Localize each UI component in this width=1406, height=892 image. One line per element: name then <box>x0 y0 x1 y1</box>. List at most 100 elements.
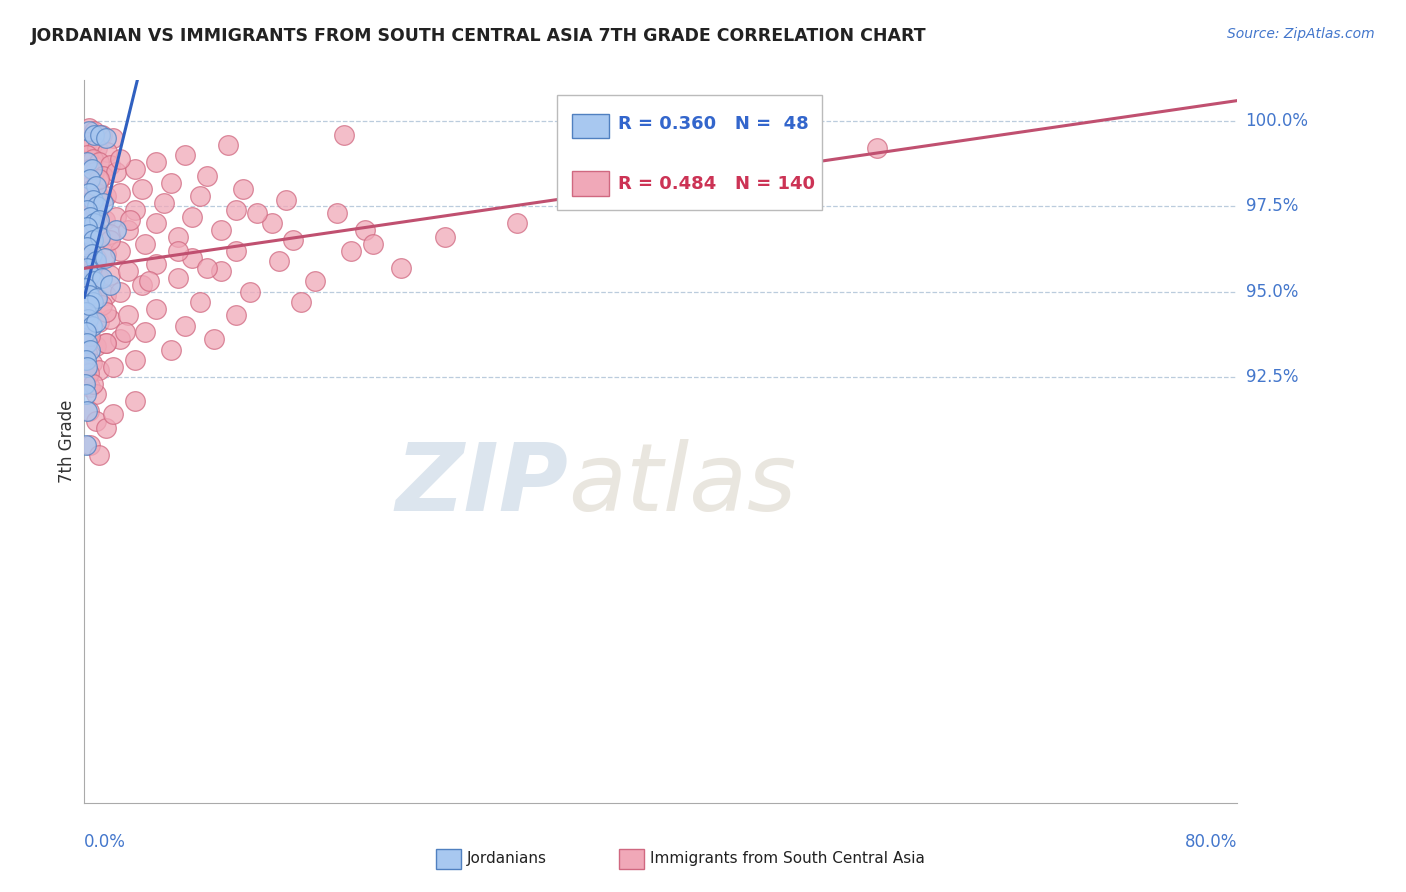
Text: R = 0.360   N =  48: R = 0.360 N = 48 <box>619 115 808 133</box>
Point <box>80 264 103 278</box>
Text: 95.0%: 95.0% <box>1246 283 1298 301</box>
Point <box>209 223 232 237</box>
Point <box>79 332 101 346</box>
Point <box>91 196 114 211</box>
Text: 92.5%: 92.5% <box>1246 368 1298 385</box>
Point <box>77 161 100 176</box>
Text: atlas: atlas <box>568 440 797 531</box>
Point <box>152 196 174 211</box>
Point <box>80 247 103 261</box>
Point <box>98 227 121 241</box>
Point <box>79 244 101 258</box>
Text: Source: ZipAtlas.com: Source: ZipAtlas.com <box>1227 27 1375 41</box>
Point <box>160 343 183 357</box>
Point <box>195 260 218 275</box>
Point <box>76 216 98 230</box>
Point <box>188 189 211 203</box>
Point <box>82 294 104 309</box>
Point <box>82 152 104 166</box>
Point <box>110 244 132 258</box>
Point <box>76 359 98 374</box>
Point <box>87 213 110 227</box>
Point <box>124 352 146 367</box>
Point <box>145 301 167 316</box>
Point <box>79 202 101 217</box>
Point <box>82 193 104 207</box>
Point <box>93 213 115 227</box>
Point <box>75 281 97 295</box>
Point <box>83 216 105 230</box>
Point <box>98 234 121 248</box>
Text: Jordanians: Jordanians <box>467 851 547 865</box>
Point <box>76 236 98 251</box>
Point <box>103 407 124 421</box>
Point <box>94 335 117 350</box>
Point <box>77 311 100 326</box>
Point <box>209 264 232 278</box>
Point <box>90 271 112 285</box>
Point <box>90 128 112 142</box>
Point <box>131 182 153 196</box>
Point <box>82 376 104 391</box>
Point <box>86 199 108 213</box>
Point <box>84 315 107 329</box>
Bar <box>572 113 609 138</box>
Point <box>79 210 101 224</box>
Point <box>110 152 132 166</box>
Point <box>276 193 298 207</box>
Point <box>83 165 105 179</box>
Point <box>84 339 107 353</box>
Point <box>87 172 110 186</box>
Point <box>117 309 139 323</box>
Point <box>80 292 103 306</box>
Point <box>866 141 889 155</box>
Point <box>167 230 190 244</box>
Point <box>98 159 121 173</box>
Point <box>225 202 247 217</box>
Point <box>181 210 204 224</box>
Point <box>267 253 290 268</box>
Point <box>120 213 142 227</box>
Point <box>167 271 190 285</box>
Point <box>105 165 128 179</box>
Point <box>94 305 117 319</box>
Point <box>138 274 160 288</box>
Point <box>80 223 103 237</box>
Point <box>181 251 204 265</box>
Point <box>87 363 110 377</box>
Point <box>80 161 103 176</box>
Point <box>160 176 183 190</box>
Point <box>79 329 101 343</box>
Point <box>76 404 98 418</box>
Point <box>506 216 529 230</box>
Point <box>93 251 115 265</box>
Point <box>80 182 103 196</box>
Point <box>84 387 107 401</box>
Point <box>105 223 128 237</box>
Point <box>167 244 190 258</box>
Point <box>98 268 121 282</box>
Point <box>89 230 111 244</box>
Point <box>79 268 101 282</box>
Point <box>103 131 124 145</box>
Point <box>195 169 218 183</box>
Point <box>76 135 98 149</box>
Point <box>134 326 156 340</box>
Point <box>94 288 117 302</box>
Text: 97.5%: 97.5% <box>1246 197 1298 215</box>
FancyBboxPatch shape <box>557 95 823 211</box>
Point <box>79 438 101 452</box>
Point <box>246 206 269 220</box>
Text: Immigrants from South Central Asia: Immigrants from South Central Asia <box>650 851 925 865</box>
Point <box>124 393 146 408</box>
Point <box>87 448 110 462</box>
Point <box>174 148 197 162</box>
Point <box>75 387 97 401</box>
Point <box>76 176 98 190</box>
Point <box>83 274 105 288</box>
Point <box>86 292 108 306</box>
Point <box>76 260 98 275</box>
Point <box>76 257 98 271</box>
Point <box>239 285 262 299</box>
Text: ZIP: ZIP <box>395 439 568 531</box>
